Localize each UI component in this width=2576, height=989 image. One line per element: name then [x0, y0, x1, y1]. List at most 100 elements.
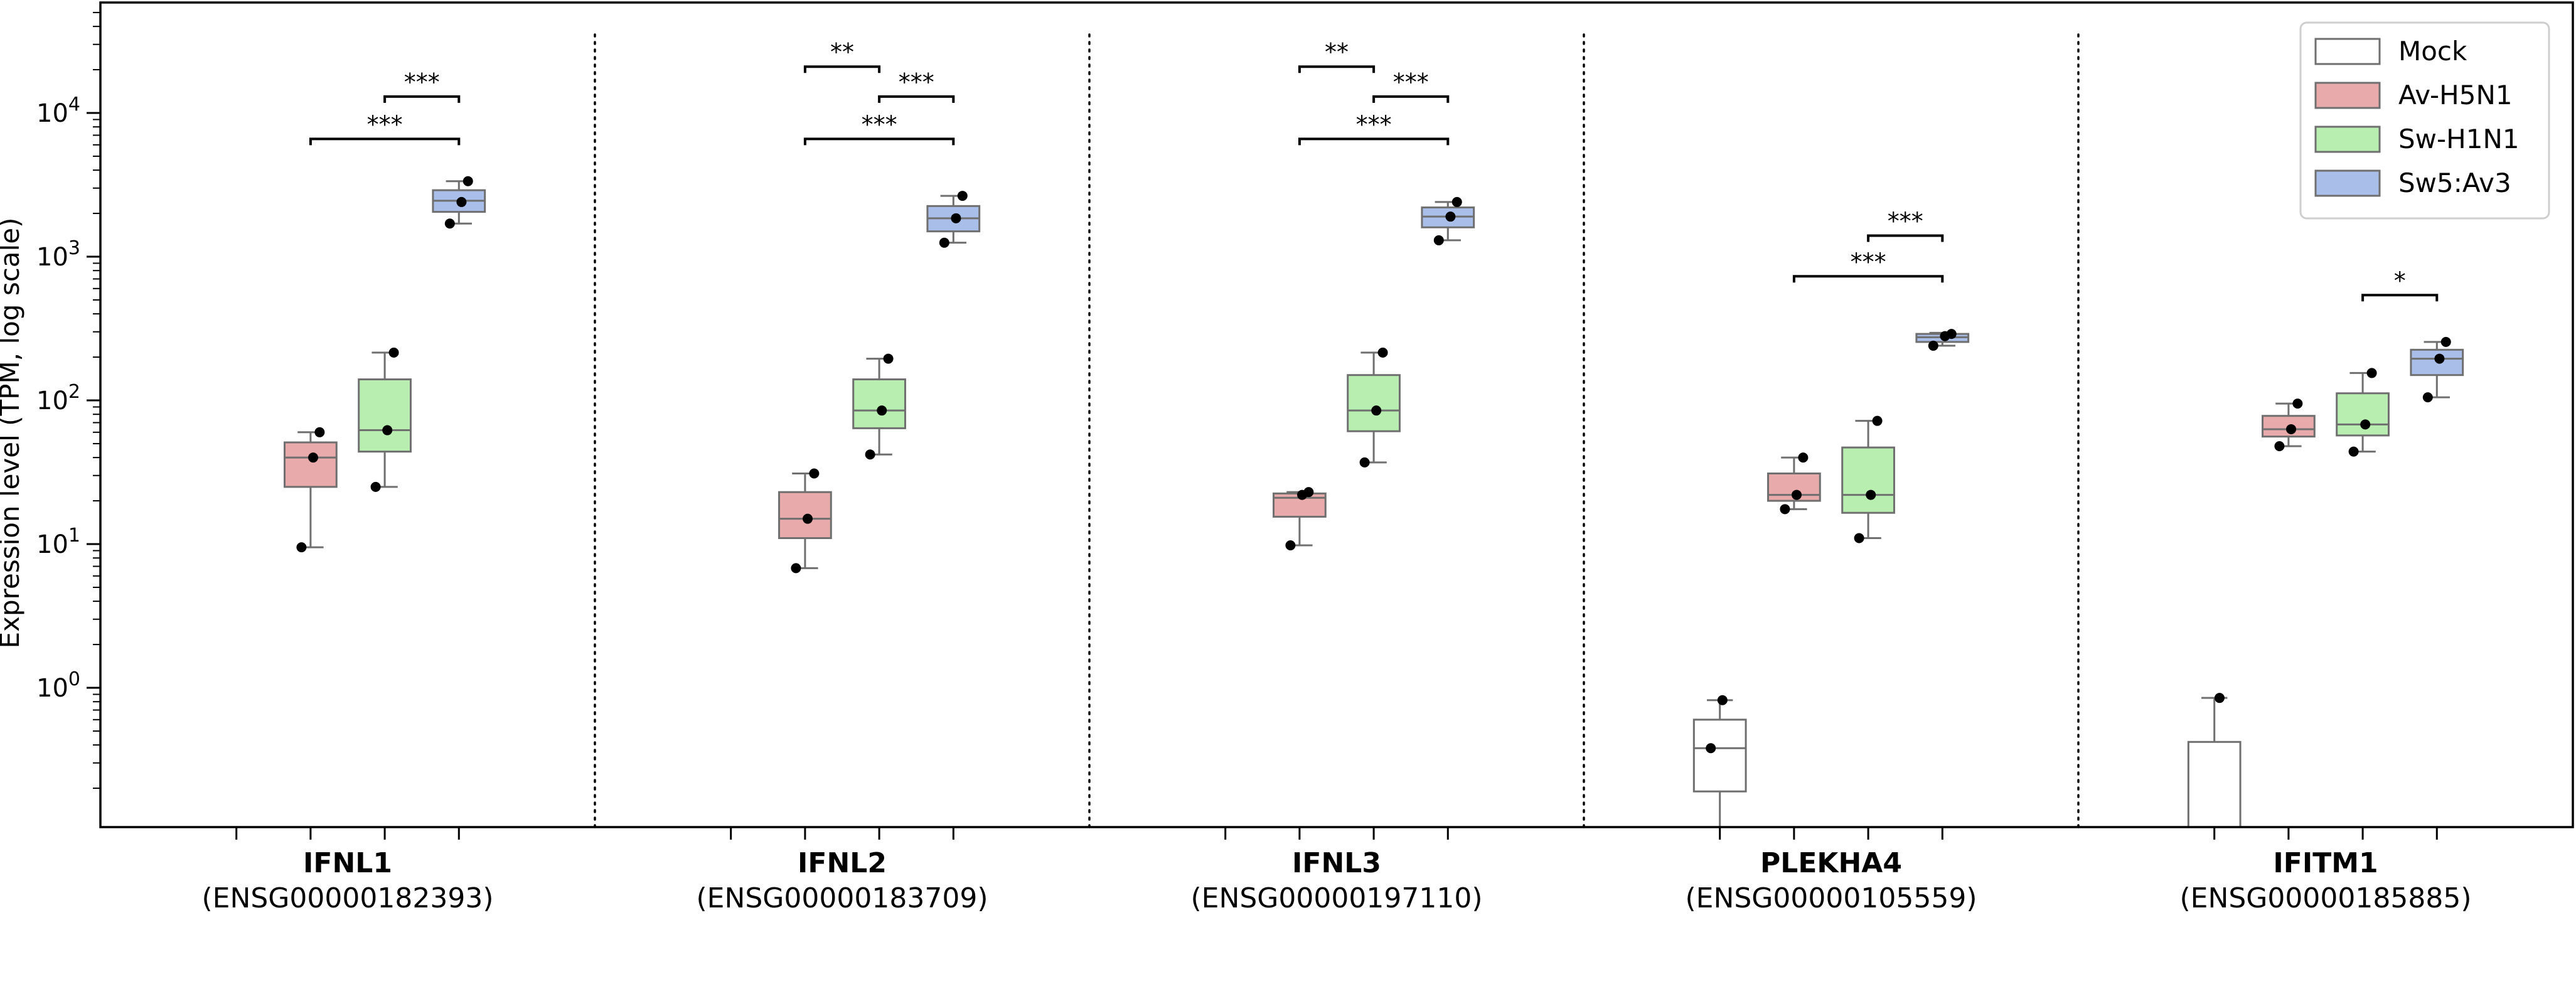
- data-point: [2292, 398, 2303, 409]
- data-point: [462, 176, 473, 186]
- legend-label: Av-H5N1: [2398, 80, 2513, 110]
- significance-label: **: [830, 38, 854, 66]
- significance-bracket: [1867, 234, 1944, 242]
- significance-label: ***: [862, 110, 897, 138]
- legend-label: Mock: [2398, 36, 2467, 67]
- data-point: [2440, 336, 2451, 347]
- data-point: [1854, 533, 1864, 543]
- significance-bracket: [878, 95, 955, 103]
- significance-label: ***: [404, 68, 440, 96]
- y-tick-exponent: 3: [68, 237, 80, 259]
- legend-swatch-sw5:av3: [2314, 169, 2381, 197]
- ensembl-id-label: (ENSG00000183709): [696, 882, 988, 914]
- data-point: [314, 427, 325, 437]
- data-point: [1445, 211, 1456, 222]
- y-tick-base: 10: [36, 674, 68, 703]
- data-point: [2422, 392, 2433, 403]
- data-point: [1792, 489, 1802, 500]
- significance-bracket: [309, 137, 461, 146]
- y-tick-exponent: 1: [68, 525, 80, 547]
- ensembl-id-label: (ENSG00000105559): [1685, 882, 1977, 914]
- box-sw-h1n1: [358, 378, 412, 453]
- data-point: [865, 449, 875, 460]
- data-point: [809, 468, 820, 479]
- data-point: [2274, 441, 2285, 451]
- data-point: [1928, 340, 1938, 351]
- data-point: [1377, 347, 1388, 358]
- data-point: [1706, 743, 1716, 754]
- plot-area: 100101102103104******IFNL1(ENSG000001823…: [36, 1, 2574, 914]
- data-point: [2214, 693, 2225, 703]
- gene-label: IFNL1: [303, 847, 392, 879]
- legend-swatch-sw-h1n1: [2314, 126, 2381, 153]
- data-point: [444, 218, 455, 229]
- significance-bracket: [2361, 294, 2439, 302]
- box-sw5:av3: [2410, 348, 2464, 377]
- significance-label: ***: [1851, 248, 1886, 275]
- ensembl-id-label: (ENSG00000182393): [201, 882, 493, 914]
- box-mock: [1692, 719, 1747, 793]
- data-point: [791, 563, 801, 574]
- y-tick-label: 101: [36, 525, 80, 559]
- significance-bracket: [1372, 95, 1450, 103]
- legend-label: Sw5:Av3: [2398, 168, 2511, 198]
- significance-label: *: [2394, 267, 2406, 294]
- significance-bracket: [803, 137, 955, 146]
- y-tick-label: 100: [36, 668, 80, 703]
- legend-swatch-mock: [2314, 38, 2381, 65]
- data-point: [308, 452, 319, 463]
- box-av-h5n1: [284, 441, 338, 488]
- data-point: [883, 353, 894, 364]
- data-point: [1371, 405, 1382, 416]
- data-point: [382, 425, 393, 436]
- data-point: [1946, 329, 1957, 339]
- significance-bracket: [1298, 65, 1376, 73]
- significance-bracket: [383, 95, 461, 103]
- data-point: [1866, 489, 1876, 500]
- legend: Mock Av-H5N1 Sw-H1N1 Sw5:Av3: [2299, 21, 2550, 220]
- significance-label: ***: [1888, 208, 1923, 235]
- ensembl-id-label: (ENSG00000185885): [2179, 882, 2471, 914]
- y-tick-exponent: 4: [68, 94, 80, 115]
- data-point: [877, 405, 887, 416]
- data-point: [939, 237, 949, 248]
- gene-label: IFNL3: [1292, 847, 1381, 879]
- data-point: [388, 347, 399, 358]
- y-tick-label: 103: [36, 237, 80, 272]
- box-sw-h1n1: [1347, 374, 1401, 432]
- significance-label: ***: [1393, 68, 1429, 96]
- legend-swatch-av-h5n1: [2314, 82, 2381, 109]
- significance-label: **: [1325, 38, 1349, 66]
- significance-bracket: [1298, 137, 1450, 146]
- data-point: [1359, 457, 1370, 468]
- data-point: [296, 542, 307, 553]
- data-point: [803, 513, 813, 524]
- y-tick-label: 104: [36, 94, 80, 128]
- data-point: [2348, 446, 2359, 457]
- y-tick-base: 10: [36, 99, 68, 128]
- box-sw-h1n1: [852, 378, 906, 429]
- y-tick-exponent: 2: [68, 381, 80, 403]
- data-point: [1780, 504, 1790, 515]
- data-point: [1285, 540, 1296, 551]
- significance-bracket: [803, 65, 881, 73]
- box-mock: [2187, 740, 2242, 828]
- axes-frame: [99, 1, 2574, 828]
- significance-label: ***: [367, 110, 403, 138]
- data-point: [1451, 196, 1462, 207]
- significance-label: ***: [899, 68, 934, 96]
- data-point: [2360, 419, 2371, 430]
- data-point: [1433, 235, 1444, 245]
- data-point: [957, 191, 968, 201]
- data-point: [951, 213, 961, 223]
- legend-label: Sw-H1N1: [2398, 124, 2520, 154]
- y-tick-label: 102: [36, 381, 80, 415]
- data-point: [2366, 368, 2377, 378]
- data-point: [2286, 424, 2297, 434]
- data-point: [1303, 487, 1314, 498]
- y-tick-base: 10: [36, 530, 68, 559]
- significance-bracket: [1792, 275, 1944, 283]
- legend-frame: [2299, 21, 2550, 220]
- y-axis-label: Expression level (TPM, log scale): [0, 218, 25, 649]
